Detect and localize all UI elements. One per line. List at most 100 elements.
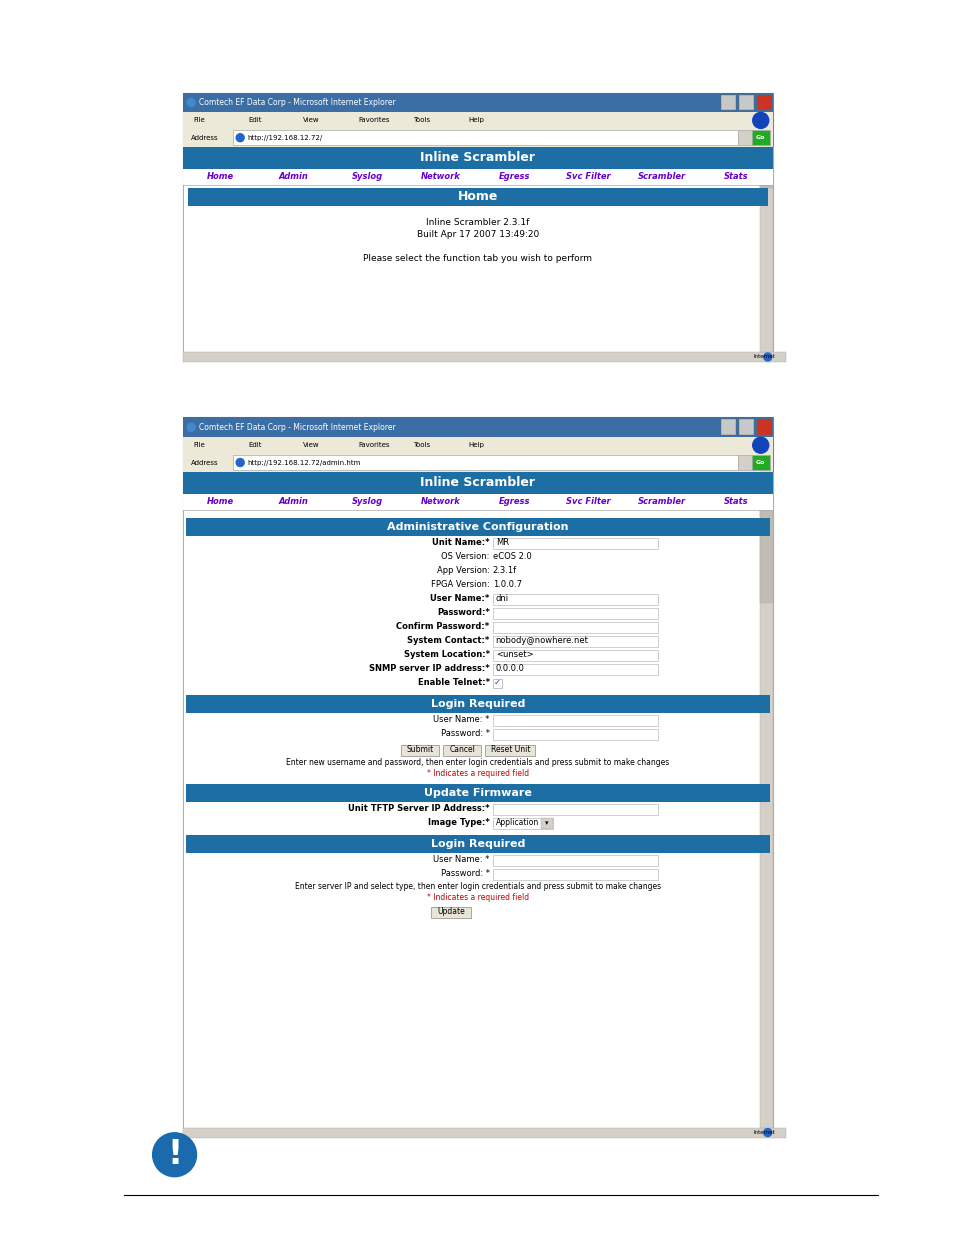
- Text: Inline Scrambler: Inline Scrambler: [420, 477, 535, 489]
- Bar: [233, 456, 737, 469]
- Text: System Location:*: System Location:*: [403, 651, 489, 659]
- Bar: [493, 537, 658, 548]
- Bar: [737, 131, 751, 144]
- Text: Stats: Stats: [722, 498, 747, 506]
- Text: MR: MR: [496, 538, 508, 547]
- Text: ✓: ✓: [494, 678, 500, 687]
- Text: SNMP server IP address:*: SNMP server IP address:*: [369, 664, 489, 673]
- Text: Administrative Configuration: Administrative Configuration: [387, 521, 568, 532]
- Text: Favorites: Favorites: [357, 117, 389, 124]
- Text: App Version:: App Version:: [436, 567, 489, 576]
- Bar: [183, 472, 772, 1128]
- Bar: [443, 745, 481, 756]
- Bar: [738, 95, 753, 110]
- Text: View: View: [303, 117, 319, 124]
- Bar: [493, 804, 658, 815]
- Text: Go: Go: [756, 459, 764, 466]
- Bar: [756, 420, 771, 435]
- Text: Admin: Admin: [278, 173, 309, 182]
- Text: Enter new username and password, then enter login credentials and press submit t: Enter new username and password, then en…: [286, 758, 669, 767]
- Bar: [188, 188, 767, 206]
- Text: Unit Name:*: Unit Name:*: [432, 538, 489, 547]
- Bar: [485, 745, 535, 756]
- Text: Application: Application: [496, 819, 538, 827]
- Text: File: File: [193, 442, 205, 448]
- Text: Svc Filter: Svc Filter: [565, 498, 610, 506]
- Text: ▾: ▾: [544, 820, 548, 826]
- Text: Edit: Edit: [248, 442, 261, 448]
- Text: System Contact:*: System Contact:*: [407, 636, 489, 645]
- Text: Address: Address: [191, 459, 218, 466]
- Text: http://192.168.12.72/admin.htm: http://192.168.12.72/admin.htm: [247, 459, 360, 466]
- Circle shape: [236, 133, 244, 142]
- Text: Update: Update: [436, 908, 464, 916]
- Bar: [493, 621, 658, 632]
- Bar: [720, 420, 735, 435]
- Bar: [186, 835, 769, 853]
- Text: Egress: Egress: [498, 173, 530, 182]
- Text: Enable Telnet:*: Enable Telnet:*: [417, 678, 489, 687]
- Text: Internet: Internet: [753, 1130, 775, 1135]
- Text: Home: Home: [457, 190, 497, 204]
- Text: Password: *: Password: *: [440, 730, 489, 739]
- Bar: [186, 784, 769, 802]
- Bar: [493, 818, 552, 829]
- Bar: [493, 663, 658, 674]
- Text: http://192.168.12.72/: http://192.168.12.72/: [247, 135, 322, 141]
- Text: FPGA Version:: FPGA Version:: [431, 580, 489, 589]
- Bar: [738, 420, 753, 435]
- Bar: [759, 147, 772, 352]
- Text: Submit: Submit: [406, 745, 434, 755]
- Text: Comtech EF Data Corp - Microsoft Internet Explorer: Comtech EF Data Corp - Microsoft Interne…: [199, 98, 395, 107]
- Circle shape: [187, 424, 195, 431]
- Circle shape: [187, 99, 195, 106]
- Bar: [183, 417, 772, 1128]
- Bar: [183, 453, 772, 472]
- Text: 0.0.0.0: 0.0.0.0: [496, 664, 524, 673]
- Bar: [183, 147, 772, 169]
- Bar: [720, 95, 735, 110]
- Text: nobody@nowhere.net: nobody@nowhere.net: [496, 636, 588, 645]
- Text: Home: Home: [206, 498, 233, 506]
- Text: Password: *: Password: *: [440, 869, 489, 878]
- Text: 1.0.0.7: 1.0.0.7: [493, 580, 521, 589]
- Bar: [401, 745, 438, 756]
- Bar: [183, 494, 772, 510]
- Text: 2.3.1f: 2.3.1f: [493, 567, 517, 576]
- Circle shape: [236, 458, 244, 467]
- Text: Inline Scrambler 2.3.1f: Inline Scrambler 2.3.1f: [426, 217, 529, 227]
- Text: Help: Help: [468, 442, 483, 448]
- Circle shape: [763, 353, 771, 361]
- Text: File: File: [193, 117, 205, 124]
- Text: Update Firmware: Update Firmware: [423, 788, 532, 798]
- Bar: [183, 147, 772, 352]
- Bar: [183, 472, 772, 494]
- Bar: [183, 1128, 785, 1137]
- Circle shape: [752, 437, 768, 453]
- Text: Egress: Egress: [498, 498, 530, 506]
- Bar: [756, 95, 771, 110]
- Bar: [183, 437, 772, 453]
- Bar: [183, 93, 772, 112]
- Text: Network: Network: [420, 173, 460, 182]
- Bar: [493, 608, 658, 619]
- Circle shape: [752, 112, 768, 128]
- Text: Tools: Tools: [413, 442, 430, 448]
- Bar: [493, 715, 658, 726]
- Text: <unset>: <unset>: [496, 651, 533, 659]
- Text: Edit: Edit: [248, 117, 261, 124]
- Bar: [493, 729, 658, 740]
- Text: * Indicates a required field: * Indicates a required field: [426, 893, 529, 903]
- Text: Help: Help: [468, 117, 483, 124]
- Bar: [493, 679, 501, 688]
- Bar: [183, 169, 772, 185]
- Bar: [183, 93, 772, 352]
- Text: Network: Network: [420, 498, 460, 506]
- Bar: [759, 505, 772, 603]
- Bar: [759, 472, 772, 1128]
- Text: Admin: Admin: [278, 498, 309, 506]
- Text: Syslog: Syslog: [352, 498, 382, 506]
- Text: dni: dni: [496, 594, 508, 603]
- Bar: [183, 112, 772, 128]
- Text: Go: Go: [756, 135, 764, 141]
